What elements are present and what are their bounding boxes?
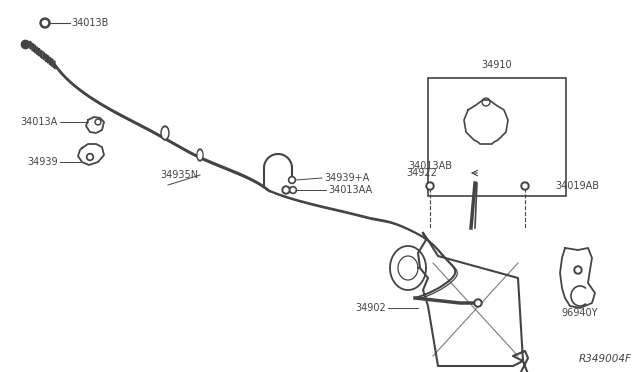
Text: 96940Y: 96940Y bbox=[562, 308, 598, 318]
Text: 34935N: 34935N bbox=[160, 170, 198, 180]
Circle shape bbox=[42, 20, 47, 26]
Ellipse shape bbox=[161, 126, 169, 140]
Text: 34910: 34910 bbox=[482, 60, 512, 70]
Text: 34922: 34922 bbox=[406, 168, 437, 178]
Circle shape bbox=[284, 188, 288, 192]
Circle shape bbox=[40, 18, 50, 28]
Circle shape bbox=[95, 119, 101, 125]
Circle shape bbox=[88, 155, 92, 159]
Circle shape bbox=[289, 186, 296, 193]
Circle shape bbox=[574, 266, 582, 274]
Text: 34939: 34939 bbox=[28, 157, 58, 167]
Text: 34013AB: 34013AB bbox=[408, 161, 452, 171]
Circle shape bbox=[290, 178, 294, 182]
Text: 34013AA: 34013AA bbox=[328, 185, 372, 195]
Circle shape bbox=[428, 184, 432, 188]
Circle shape bbox=[426, 182, 434, 190]
Bar bbox=[428, 78, 566, 196]
Circle shape bbox=[282, 186, 290, 194]
Text: 34013A: 34013A bbox=[20, 117, 58, 127]
Circle shape bbox=[523, 184, 527, 188]
Circle shape bbox=[576, 268, 580, 272]
Circle shape bbox=[521, 182, 529, 190]
Ellipse shape bbox=[198, 151, 202, 159]
Ellipse shape bbox=[197, 149, 203, 161]
Circle shape bbox=[476, 301, 480, 305]
Text: 34902: 34902 bbox=[355, 303, 386, 313]
Circle shape bbox=[97, 121, 99, 124]
Circle shape bbox=[291, 188, 295, 192]
Text: R349004F: R349004F bbox=[579, 354, 632, 364]
Ellipse shape bbox=[163, 128, 168, 138]
Circle shape bbox=[474, 299, 482, 307]
Text: 34013B: 34013B bbox=[71, 18, 108, 28]
Circle shape bbox=[289, 176, 296, 183]
Text: 34019AB: 34019AB bbox=[555, 181, 599, 191]
Circle shape bbox=[86, 154, 93, 160]
Text: 34939+A: 34939+A bbox=[324, 173, 369, 183]
